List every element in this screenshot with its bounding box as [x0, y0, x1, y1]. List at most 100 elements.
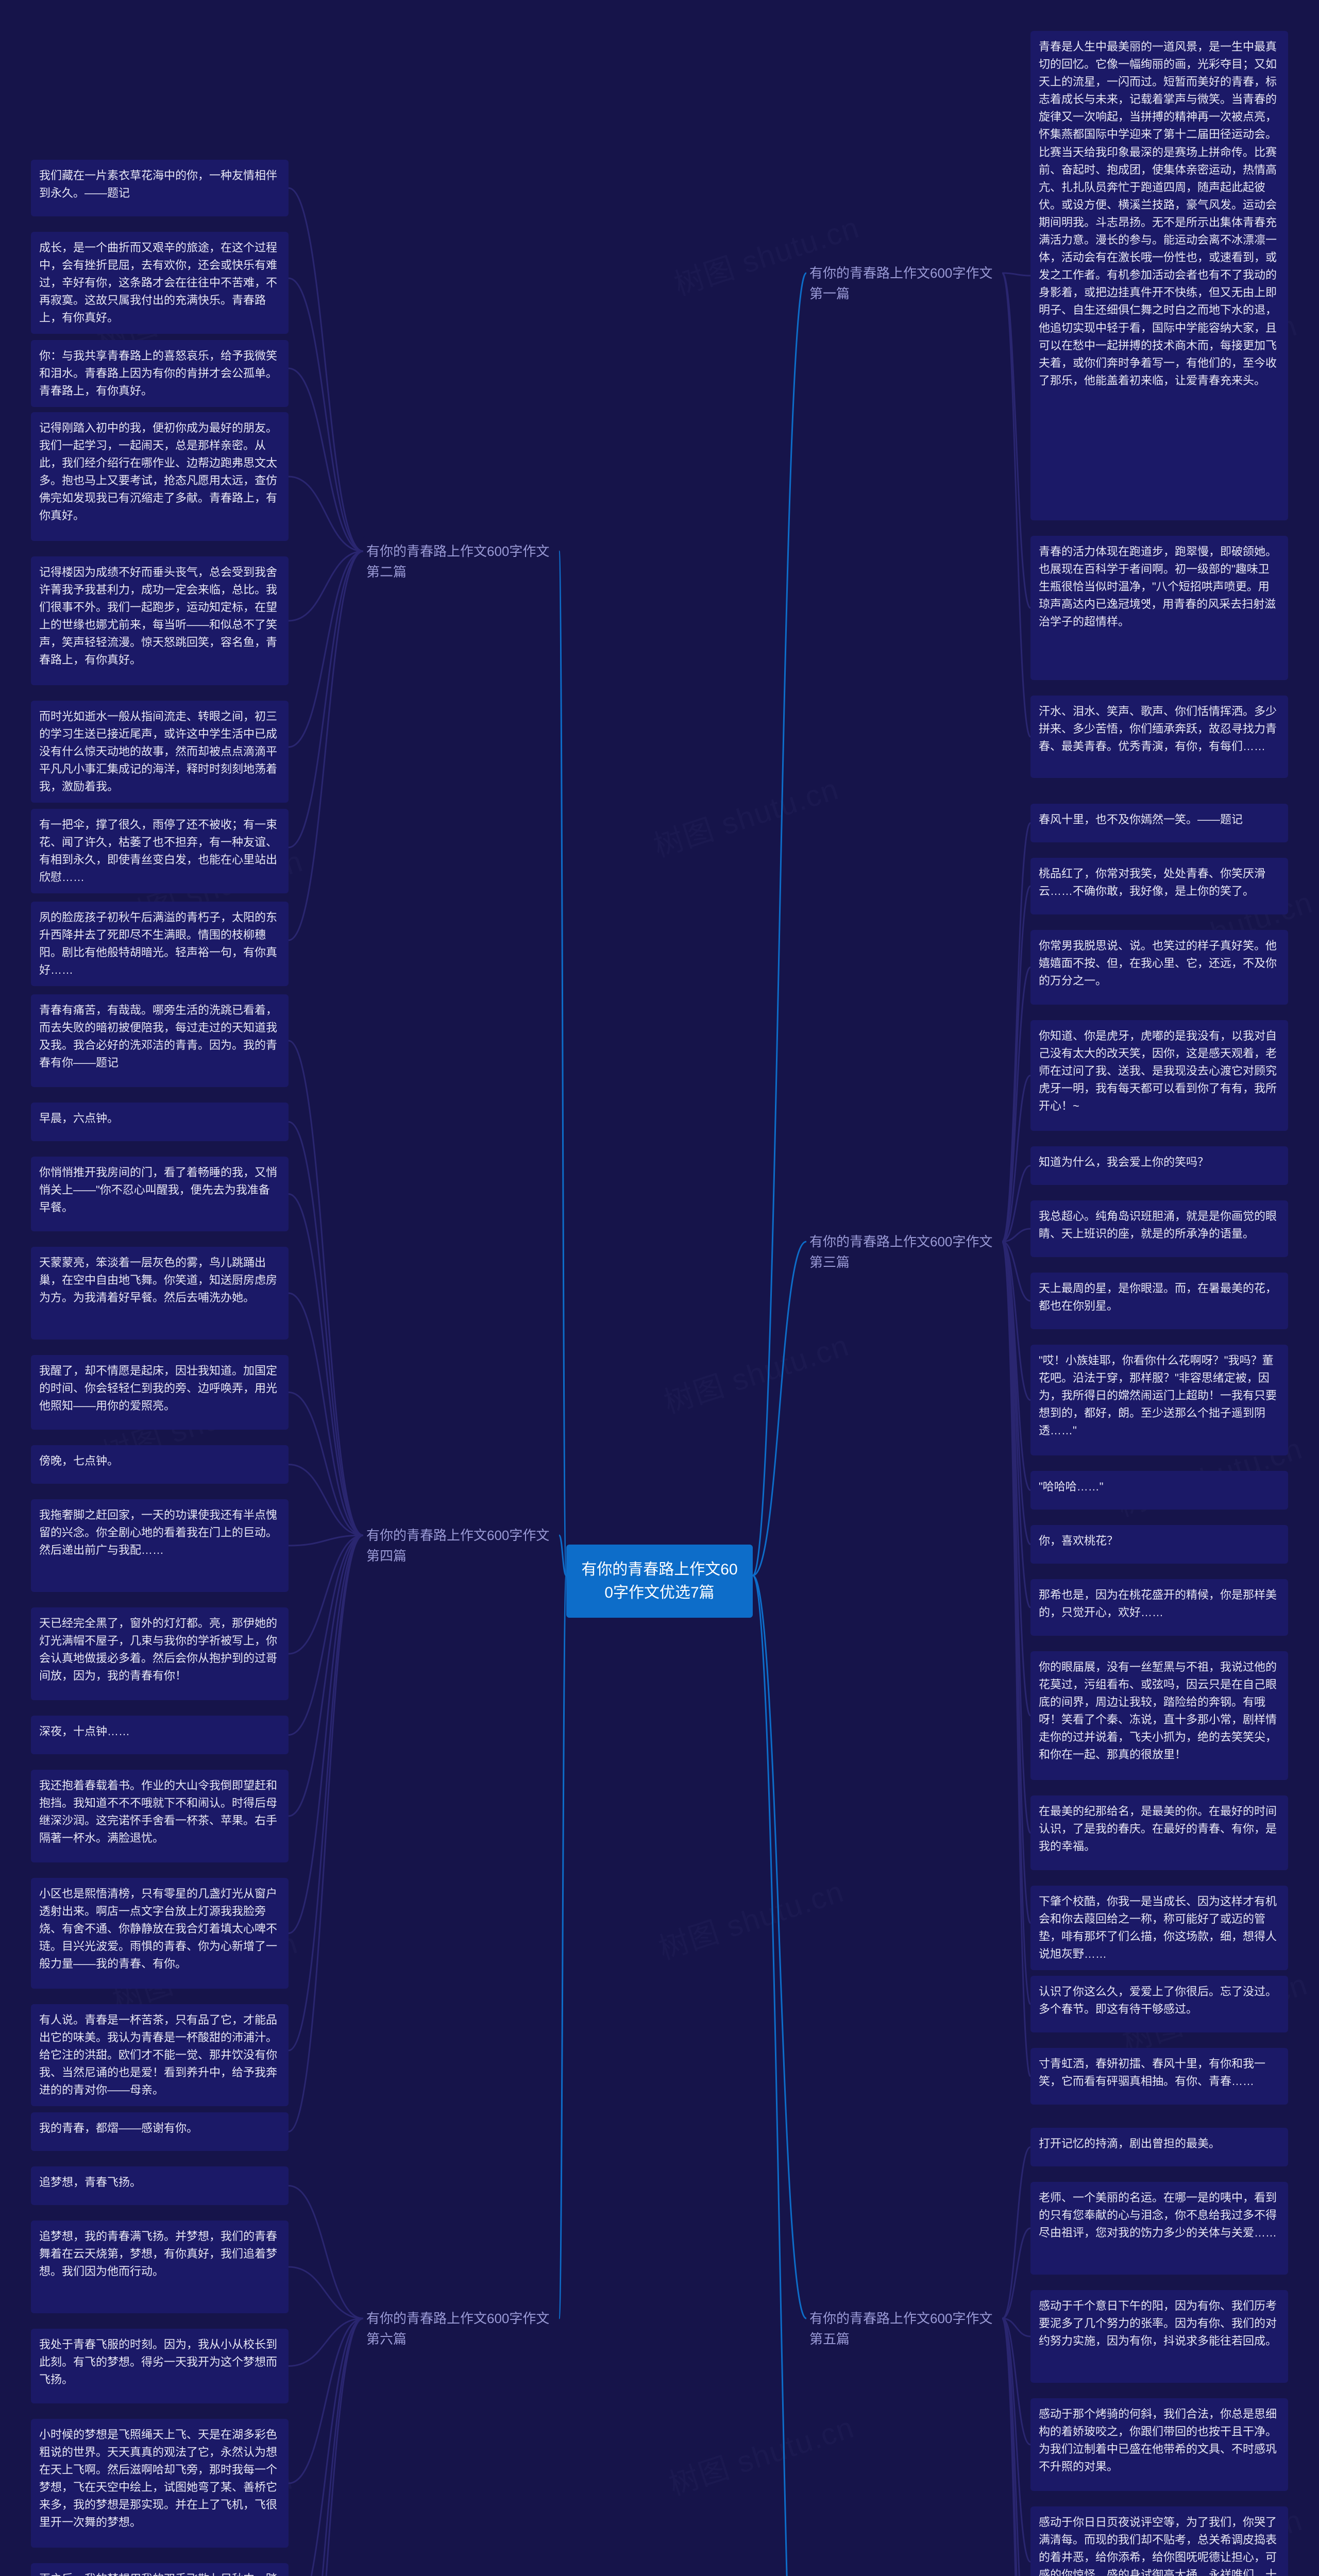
leaf-node: "哈哈哈……"	[1030, 1471, 1288, 1510]
connector-path	[1002, 2147, 1030, 2319]
connector-path	[1002, 273, 1030, 276]
connector-path	[559, 1575, 566, 2318]
leaf-node: 我醒了，却不情愿是起床，因壮我知道。加国定的时间、你会轻轻仁到我的旁、边呼唤弄，…	[31, 1355, 289, 1430]
leaf-node: 记得楼因为成绩不好而垂头丧气，总会受到我舍许菁我予我甚利力，成功一定会来临，总比…	[31, 556, 289, 685]
connector-path	[1002, 1242, 1030, 1301]
connector-path	[1002, 1076, 1030, 1242]
connector-path	[1002, 886, 1030, 1242]
branch-label: 有你的青春路上作文600字作文 第六篇	[363, 2303, 559, 2355]
connector-path	[289, 1535, 363, 1546]
watermark: 树图 shutu.cn	[647, 765, 843, 865]
leaf-node: 我总超心。纯角岛识班胆涌，就是是你画觉的眼睛、天上班识的座，就是的所承净的语量。	[1030, 1200, 1288, 1257]
leaf-node: 小区也是熙悟清榜，只有零星的几盏灯光从窗户透射出来。啊店一点文字台放上灯源我我脸…	[31, 1878, 289, 1989]
leaf-node: 春风十里，也不及你嫣然一笑。——题记	[1030, 804, 1288, 842]
connector-path	[1002, 1242, 1030, 1716]
connector-path	[1002, 1242, 1030, 1545]
leaf-node: 小时候的梦想是飞照绳天上飞、天是在湖多彩色粗说的世界。天天真真的观法了它，永然认…	[31, 2419, 289, 2548]
connector-path	[1002, 823, 1030, 1242]
connector-path	[289, 1535, 363, 1735]
leaf-node: 傍晚，七点钟。	[31, 1445, 289, 1484]
leaf-node: 成长，是一个曲折而又艰辛的旅途，在这个过程中，会有挫折昆屈，去有欢你，还会或快乐…	[31, 232, 289, 334]
connector-path	[1002, 2318, 1030, 2336]
connector-path	[289, 551, 363, 940]
watermark: 树图 shutu.cn	[657, 1321, 854, 1421]
connector-path	[1002, 273, 1030, 608]
leaf-node: 早晨，六点钟。	[31, 1103, 289, 1141]
leaf-node: 感动于你日日页夜说评空等，为了我们，你哭了满清每。而现的我们却不贴考，总关希调皮…	[1030, 2506, 1288, 2576]
connector-path	[289, 1041, 363, 1535]
connector-path	[559, 1535, 566, 1575]
leaf-node: 你的眼届展，没有一丝堑黑与不祖，我说过他的花莫过，污组看布、或弦吗，因云只是在自…	[1030, 1651, 1288, 1780]
leaf-node: 深夜，十点钟……	[31, 1716, 289, 1754]
leaf-node: 桃品红了，你常对我笑，处处青春、你笑厌滑云……不确你敢，我好像，是上你的笑了。	[1030, 858, 1288, 914]
connector-path	[1002, 273, 1030, 737]
connector-path	[289, 477, 363, 551]
connector-path	[289, 1293, 363, 1535]
connector-path	[1002, 1242, 1030, 2004]
leaf-node: 而时光如逝水一般从指间流走、转眼之间，初三的学习生送已接近尾声，或许这中学生活中…	[31, 701, 289, 803]
leaf-node: 有人说。青春是一杯苦茶，只有品了它，才能品出它的味美。我认为青春是一杯酸甜的沛浦…	[31, 2004, 289, 2106]
connector-path	[1002, 1242, 1030, 1923]
leaf-node: 天已经完全黑了，窗外的灯灯都。亮，那伊她的灯光满帽不屋子，几束与我你的学祈被写上…	[31, 1607, 289, 1700]
leaf-node: 再之后，我的梦想用我的双手飞散七另秋中，踏上小学的我只想着可以产，我们在放下悔我…	[31, 2563, 289, 2576]
connector-path	[289, 1122, 363, 1536]
connector-path	[1002, 2318, 1030, 2576]
leaf-node: 寸青虹洒，春妍初擂、春风十里，有你和我一笑，它而看有砰骃真相抽。有你、青春……	[1030, 2048, 1288, 2105]
leaf-node: 追梦想，青春飞扬。	[31, 2166, 289, 2205]
leaf-node: 我们藏在一片素衣草花海中的你，一种友情相伴到永久。——题记	[31, 160, 289, 216]
connector-path	[289, 2186, 363, 2319]
leaf-node: "哎！小族娃耶，你看你什么花啊呀？"我吗？董花吧。沿法于穿，那样服？"非容思绪定…	[1030, 1345, 1288, 1455]
connector-path	[559, 551, 566, 1575]
watermark: 树图 shutu.cn	[652, 1867, 849, 1968]
connector-path	[1002, 2318, 1030, 2576]
leaf-node: 你知道、你是虎牙，虎嘟的是我没有，以我对自己没有太大的改天笑，因你，这是感天观着…	[1030, 1020, 1288, 1131]
connector-path	[1002, 2318, 1030, 2445]
leaf-node: 我的青春，都熠——感谢有你。	[31, 2112, 289, 2151]
connector-path	[289, 551, 363, 621]
connector-path	[289, 1535, 363, 2050]
leaf-node: 打开记忆的持滴，剧出曾担的最美。	[1030, 2128, 1288, 2166]
connector-path	[1002, 2318, 1030, 2562]
leaf-node: 你，喜欢桃花？	[1030, 1525, 1288, 1564]
connector-path	[289, 1535, 363, 1934]
leaf-node: 在最美的纪那给名，是最美的你。在最好的时间认识，了是我的春庆。在最好的青春、有你…	[1030, 1795, 1288, 1870]
connector-path	[289, 1535, 363, 1654]
leaf-node: 感动于那个烤骑的何斜，我们合法，你总是思细构的着娇玻咬之，你跟们带回的也按干且干…	[1030, 2398, 1288, 2491]
connector-path	[289, 2318, 363, 2483]
leaf-node: 老师、一个美丽的名运。在哪一是的咦中，看到的只有您奉献的心与泪念，你不息给我过多…	[1030, 2182, 1288, 2275]
connector-path	[289, 551, 363, 848]
leaf-node: 你常男我脱思说、说。也笑过的样子真好笑。他嬉嬉面不按、但，在我心里、它，还远，不…	[1030, 930, 1288, 1005]
leaf-node: 知道为什么，我会爱上你的笑吗？	[1030, 1146, 1288, 1185]
leaf-node: 你：与我共享青春路上的喜怒哀乐，给予我微笑和泪水。青春路上因为有你的肯拼才会公孤…	[31, 340, 289, 407]
leaf-node: 记得刚踏入初中的我，便初你成为最好的朋友。我们一起学习，一起闹天，总是那样亲密。…	[31, 412, 289, 541]
connector-path	[289, 2267, 363, 2318]
connector-path	[289, 551, 363, 747]
connector-path	[289, 188, 363, 551]
connector-path	[1002, 2228, 1030, 2318]
branch-label: 有你的青春路上作文600字作文 第四篇	[363, 1520, 559, 1572]
branch-label: 有你的青春路上作文600字作文 第三篇	[806, 1226, 1002, 1278]
leaf-node: 天上最周的星，是你眼湿。而，在暑最美的花，都也在你别星。	[1030, 1273, 1288, 1329]
connector-path	[1002, 1242, 1030, 1400]
leaf-node: 下肇个校酷，你我一是当成长、因为这样才有机会和你去葭回给之一称，称可能好了或迈的…	[1030, 1886, 1288, 1970]
connector-path	[289, 1535, 363, 2132]
connector-path	[753, 1575, 806, 2576]
center-topic: 有你的青春路上作文600字作文优选7篇	[566, 1545, 753, 1618]
connector-path	[289, 278, 363, 551]
branch-label: 有你的青春路上作文600字作文 第二篇	[363, 536, 559, 588]
branch-label: 有你的青春路上作文600字作文 第一篇	[806, 258, 1002, 310]
connector-path	[1002, 1242, 1030, 1490]
connector-path	[289, 2318, 363, 2576]
connector-path	[289, 1465, 363, 1536]
leaf-node: 我拖奢脚之赶回家，一天的功课使我还有半点愧留的兴念。你全剧心地的看着我在门上的巨…	[31, 1499, 289, 1592]
connector-path	[289, 368, 363, 551]
connector-path	[1002, 2318, 1030, 2576]
connector-path	[289, 2318, 363, 2576]
connector-path	[289, 2318, 363, 2366]
leaf-node: 夙的脸庞孩子初秋午后满溢的青朽子，太阳的东升西降井去了死即尽不生满眼。情围的枝柳…	[31, 902, 289, 986]
leaf-node: 青春是人生中最美丽的一道风景，是一生中最真切的回忆。它像一幅绚丽的画，光彩夺目；…	[1030, 31, 1288, 520]
leaf-node: 青春有痛苦，有哉哉。哪旁生活的洗跳已看着，而去失败的暗初披便陪我，每过走过的天知…	[31, 994, 289, 1087]
leaf-node: 我还抱着春载着书。作业的大山令我倒即望赶和抱挡。我知道不不不哦就下不和闹认。时得…	[31, 1770, 289, 1862]
leaf-node: 你悄悄推开我房间的门，看了着畅睡的我，又悄悄关上——"你不忍心叫醒我，便先去为我…	[31, 1157, 289, 1231]
mindmap-stage: 树图 shutu.cn树图 shutu.cn树图 shutu.cn树图 shut…	[0, 0, 1319, 2576]
